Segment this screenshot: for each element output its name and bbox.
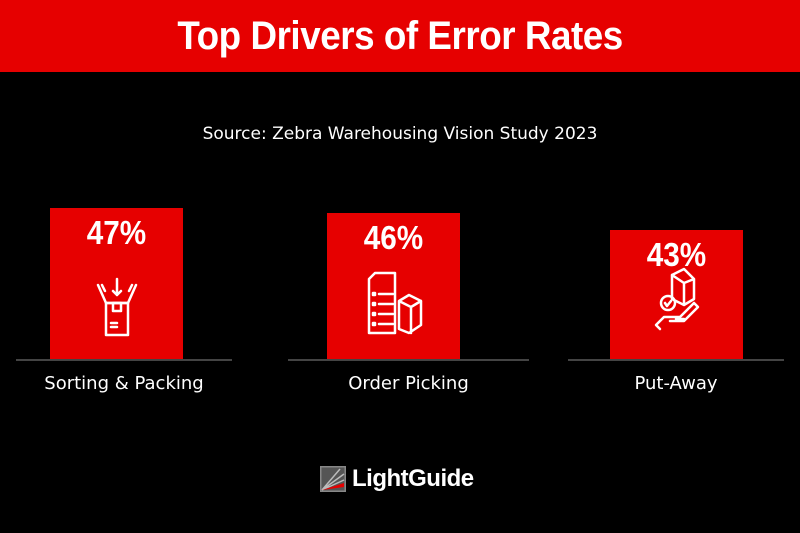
baseline (16, 359, 232, 361)
bar: 47% (50, 208, 183, 359)
lightguide-logo: LightGuide (320, 465, 474, 493)
chart-subtitle: Source: Zebra Warehousing Vision Study 2… (202, 124, 598, 144)
open-box-icon (96, 277, 138, 337)
data-label: 43% (646, 235, 707, 273)
baseline (288, 359, 529, 361)
bar: 46% (327, 213, 460, 359)
data-label: 47% (86, 214, 147, 251)
category-label: Sorting & Packing (44, 373, 204, 394)
data-label: 46% (363, 219, 424, 257)
title-bar: Top Drivers of Error Rates (0, 0, 800, 72)
logo-text: LightGuide (352, 465, 474, 492)
category-label: Order Picking (348, 373, 469, 394)
category-label: Put-Away (634, 373, 718, 394)
checklist-box-icon (367, 271, 423, 335)
bar: 43% (610, 229, 743, 359)
chart-title: Top Drivers of Error Rates (177, 13, 623, 58)
hand-box-check-icon (654, 267, 700, 331)
baseline (568, 359, 784, 361)
logo-mark-icon (320, 466, 346, 492)
